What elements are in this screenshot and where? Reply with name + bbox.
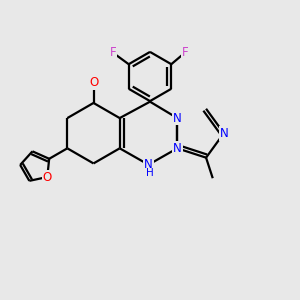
Text: N: N: [173, 142, 182, 155]
Text: N: N: [173, 112, 182, 124]
Text: N: N: [144, 158, 153, 171]
Text: O: O: [43, 170, 52, 184]
Text: O: O: [89, 76, 98, 89]
Text: F: F: [110, 46, 116, 59]
Text: F: F: [182, 46, 188, 59]
Text: H: H: [146, 168, 154, 178]
Text: N: N: [220, 127, 228, 140]
